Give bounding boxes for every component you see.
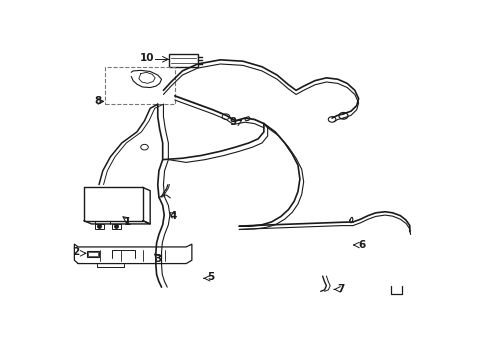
Text: 5: 5 xyxy=(207,273,214,283)
Bar xyxy=(112,224,121,229)
Bar xyxy=(169,54,197,67)
Text: 3: 3 xyxy=(154,255,161,264)
Text: 7: 7 xyxy=(336,284,344,293)
Bar xyxy=(104,67,175,104)
Text: 4: 4 xyxy=(169,211,176,221)
Text: 2: 2 xyxy=(72,247,79,257)
Text: 8: 8 xyxy=(95,96,102,107)
Text: 1: 1 xyxy=(123,217,131,227)
Text: 9: 9 xyxy=(229,117,237,127)
Bar xyxy=(88,252,97,256)
Bar xyxy=(87,251,99,257)
Text: 10: 10 xyxy=(139,53,154,63)
Text: 6: 6 xyxy=(358,240,366,250)
Bar xyxy=(95,224,103,229)
